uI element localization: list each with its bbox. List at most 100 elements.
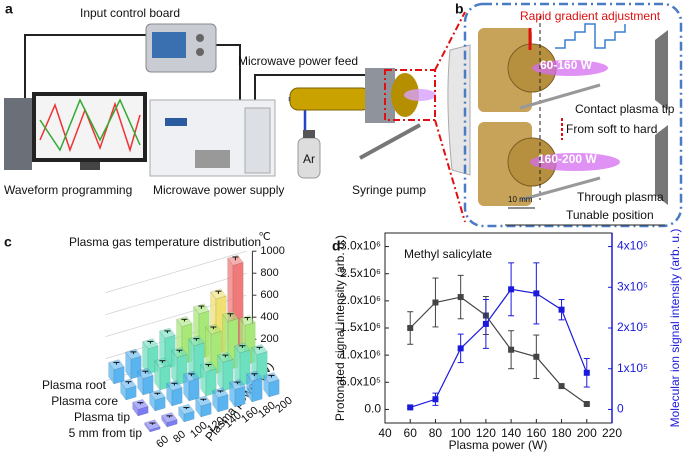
label: Waveform programming: [4, 183, 132, 197]
marker: [457, 345, 464, 352]
x-tick-label: 200: [273, 395, 295, 416]
y-tick-label: 1.0x10⁶: [340, 347, 381, 361]
panel-label: a: [5, 1, 13, 17]
line: [410, 288, 588, 408]
monitor-stand: [80, 162, 100, 170]
zoom-line: [434, 11, 466, 71]
z-tick-label: 1000: [260, 245, 284, 257]
panel-b-frame: [463, 2, 683, 228]
mass-spec-inlet: [447, 44, 471, 176]
marker: [508, 286, 515, 293]
marker: [508, 346, 515, 353]
marker: [533, 353, 540, 360]
marker: [558, 383, 565, 390]
panel-label: c: [4, 234, 12, 250]
power-display: [165, 118, 187, 126]
label: From soft to hard: [566, 122, 657, 136]
bar-front: [171, 387, 183, 407]
marker: [432, 396, 439, 403]
cable: [215, 44, 241, 105]
axis-title: Protonated signal intensity (arb. u.): [333, 235, 347, 421]
marker: [482, 320, 489, 327]
y-tick-label: 0.0: [364, 402, 381, 416]
x-tick-label: 160: [526, 426, 546, 440]
label: 60-160 W: [540, 58, 593, 72]
marker: [407, 325, 414, 331]
marker: [407, 404, 414, 411]
panel-a-drawing: [4, 11, 471, 223]
label: Microwave power feed: [238, 54, 358, 68]
monitor-screen: [36, 96, 143, 158]
knob: [196, 34, 204, 42]
label: Rapid gradient adjustment: [520, 9, 661, 23]
bar-front: [234, 386, 246, 408]
label: Contact plasma tip: [575, 102, 675, 116]
x-tick-label: 180: [256, 400, 278, 421]
axis-title: Molecular ion signal intensity (arb. u.): [668, 229, 682, 428]
y2-tick-label: 3x10⁵: [617, 279, 648, 293]
panel-label: b: [455, 1, 464, 17]
x-tick-label: 200: [577, 426, 597, 440]
label: Input control board: [80, 6, 180, 20]
x-tick-label: 120: [476, 426, 496, 440]
x-tick-label: 80: [171, 428, 188, 445]
row-label: Plasma tip: [74, 410, 130, 424]
label: Microwave power supply: [153, 183, 284, 197]
y-tick-label: 2.0x10⁶: [340, 293, 381, 307]
plasma: [404, 89, 436, 101]
syringe-top: [519, 83, 601, 110]
x-tick-label: 80: [429, 426, 443, 440]
bar-front: [251, 377, 263, 403]
ms-orifice: [655, 30, 668, 205]
z-unit: ℃: [258, 231, 270, 243]
row-label: Plasma root: [42, 378, 107, 392]
grid-line: [105, 250, 247, 294]
y2-tick-label: 1x10⁵: [617, 361, 648, 375]
marker: [583, 401, 590, 407]
y-tick-label: 1.5x10⁶: [340, 320, 381, 334]
chart-title: Plasma gas temperature distribution: [69, 235, 261, 249]
panel-label: d: [332, 238, 341, 254]
panel-b-drawing: [463, 2, 683, 228]
row-label: 5 mm from tip: [69, 426, 143, 440]
y2-tick-label: 2x10⁵: [617, 320, 648, 334]
y-tick-label: 2.5x10⁶: [340, 266, 381, 280]
y-tick-label: 5.0x10⁵: [340, 374, 381, 388]
waveform: [39, 101, 141, 153]
row-label: Plasma core: [51, 394, 118, 408]
vent: [195, 150, 230, 168]
control-display: [152, 32, 186, 58]
x-tick-label: 100: [451, 426, 471, 440]
z-tick-label: 400: [260, 311, 278, 323]
y2-tick-label: 0: [617, 402, 624, 416]
zoom-line: [434, 119, 466, 223]
waveform: [39, 98, 141, 152]
gradient-wave: [555, 23, 626, 49]
grid-line: [105, 272, 247, 316]
plasma-top: [532, 60, 608, 76]
bar-front: [188, 377, 200, 402]
zoom-box: [384, 69, 436, 121]
z-tick-label: 600: [260, 289, 278, 301]
label: 10 mm: [508, 195, 533, 204]
marker: [558, 306, 565, 313]
syringe-bottom: [519, 176, 601, 202]
x-tick-label: 180: [552, 426, 572, 440]
torch-body: [289, 87, 371, 111]
line: [409, 296, 588, 405]
annotation: Methyl salicylate: [404, 247, 492, 261]
label: Syringe pump: [352, 183, 426, 197]
z-tick-label: 200: [260, 333, 278, 345]
y-tick-label: 3.0x10⁶: [340, 239, 381, 253]
cylinder-valve: [303, 130, 315, 138]
label: Ar: [303, 152, 315, 166]
marker: [432, 299, 439, 306]
axis-title: Plasma power (W): [449, 438, 548, 452]
knob: [196, 48, 204, 56]
x-tick-label: 220: [602, 426, 622, 440]
marker: [583, 369, 590, 376]
x-tick-label: 40: [378, 426, 392, 440]
marker: [457, 294, 464, 301]
label: 160-200 W: [538, 152, 597, 166]
